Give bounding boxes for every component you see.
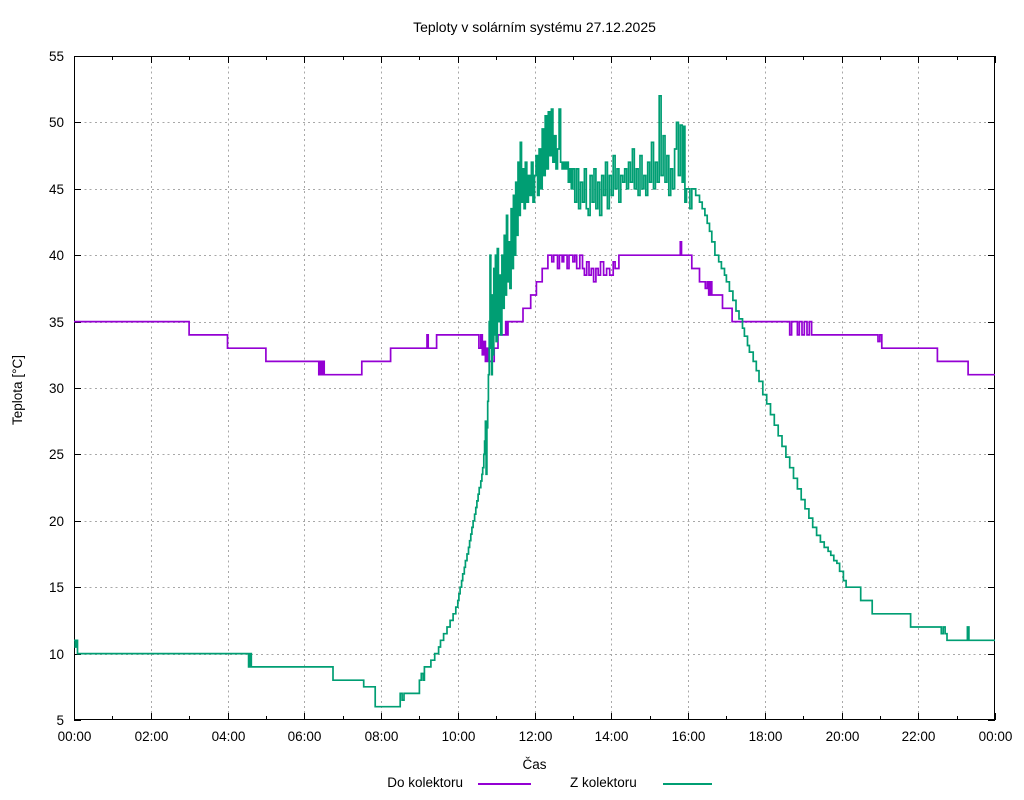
x-tick-label: 22:00 [902, 729, 936, 744]
x-tick-label: 06:00 [288, 729, 322, 744]
y-tick-label: 25 [49, 447, 64, 462]
legend-label-do-kolektoru: Do kolektoru [387, 775, 463, 790]
x-axis-label: Čas [522, 757, 547, 772]
series-z-kolektoru [74, 94, 995, 708]
y-tick-label: 5 [56, 713, 64, 728]
x-tick-label: 02:00 [135, 729, 169, 744]
y-tick-label: 15 [49, 580, 64, 595]
legend-line-sample-do-kolektoru [478, 783, 531, 785]
chart-title: Teploty v solárním systému 27.12.2025 [413, 19, 656, 35]
y-tick-label: 40 [49, 248, 64, 263]
x-tick-label: 16:00 [672, 729, 706, 744]
plot-border [74, 56, 995, 720]
y-tick-label: 45 [49, 182, 64, 197]
x-tick-label: 20:00 [826, 729, 860, 744]
y-tick-label: 55 [49, 49, 64, 64]
x-tick-label: 14:00 [595, 729, 629, 744]
x-tick-label: 04:00 [212, 729, 246, 744]
x-tick-label: 12:00 [519, 729, 553, 744]
y-tick-label: 10 [49, 647, 64, 662]
x-tick-label: 08:00 [365, 729, 399, 744]
x-tick-label: 10:00 [442, 729, 476, 744]
x-tick-label: 00:00 [58, 729, 92, 744]
y-tick-label: 50 [49, 115, 64, 130]
y-tick-label: 35 [49, 315, 64, 330]
x-tick-label: 18:00 [749, 729, 783, 744]
y-tick-label: 20 [49, 514, 64, 529]
grid-and-axes: 5 10 15 20 25 30 35 40 45 50 55 00:00 02:00 04:00 06:0… [49, 49, 1012, 744]
y-tick-label: 30 [49, 381, 64, 396]
legend-line-sample-z-kolektoru [663, 783, 712, 785]
legend-label-z-kolektoru: Z kolektoru [570, 775, 637, 790]
x-tick-label: 00:00 [979, 729, 1013, 744]
series-do-kolektoru [74, 241, 995, 376]
